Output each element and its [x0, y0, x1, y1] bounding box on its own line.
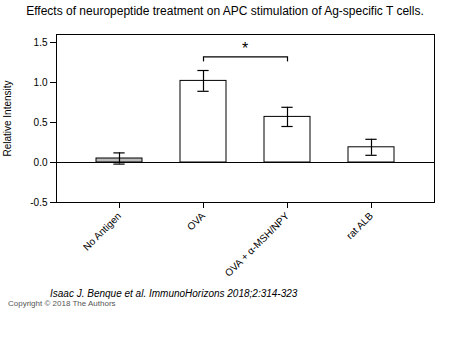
svg-text:No Antigen: No Antigen: [81, 210, 123, 252]
svg-text:1.5: 1.5: [34, 37, 48, 48]
svg-text:0.0: 0.0: [34, 157, 48, 168]
svg-text:-0.5: -0.5: [30, 197, 48, 208]
svg-text:OVA + α-MSH/NPY: OVA + α-MSH/NPY: [223, 210, 292, 279]
svg-text:rat ALB: rat ALB: [344, 210, 375, 241]
svg-text:1.0: 1.0: [34, 77, 48, 88]
html-text:Isaac J. Benque et al. ImmunoH: Isaac J. Benque et al. ImmunoHorizons 20…: [50, 288, 298, 299]
html-text:Copyright © 2018 The Authors: Copyright © 2018 The Authors: [8, 299, 116, 308]
svg-text:OVA: OVA: [185, 210, 207, 232]
svg-text:0.5: 0.5: [34, 117, 48, 128]
html-text:Effects of neuropeptide treatm: Effects of neuropeptide treatment on APC…: [26, 4, 424, 18]
svg-text:*: *: [242, 40, 248, 57]
svg-text:Relative Intensity: Relative Intensity: [2, 80, 13, 156]
